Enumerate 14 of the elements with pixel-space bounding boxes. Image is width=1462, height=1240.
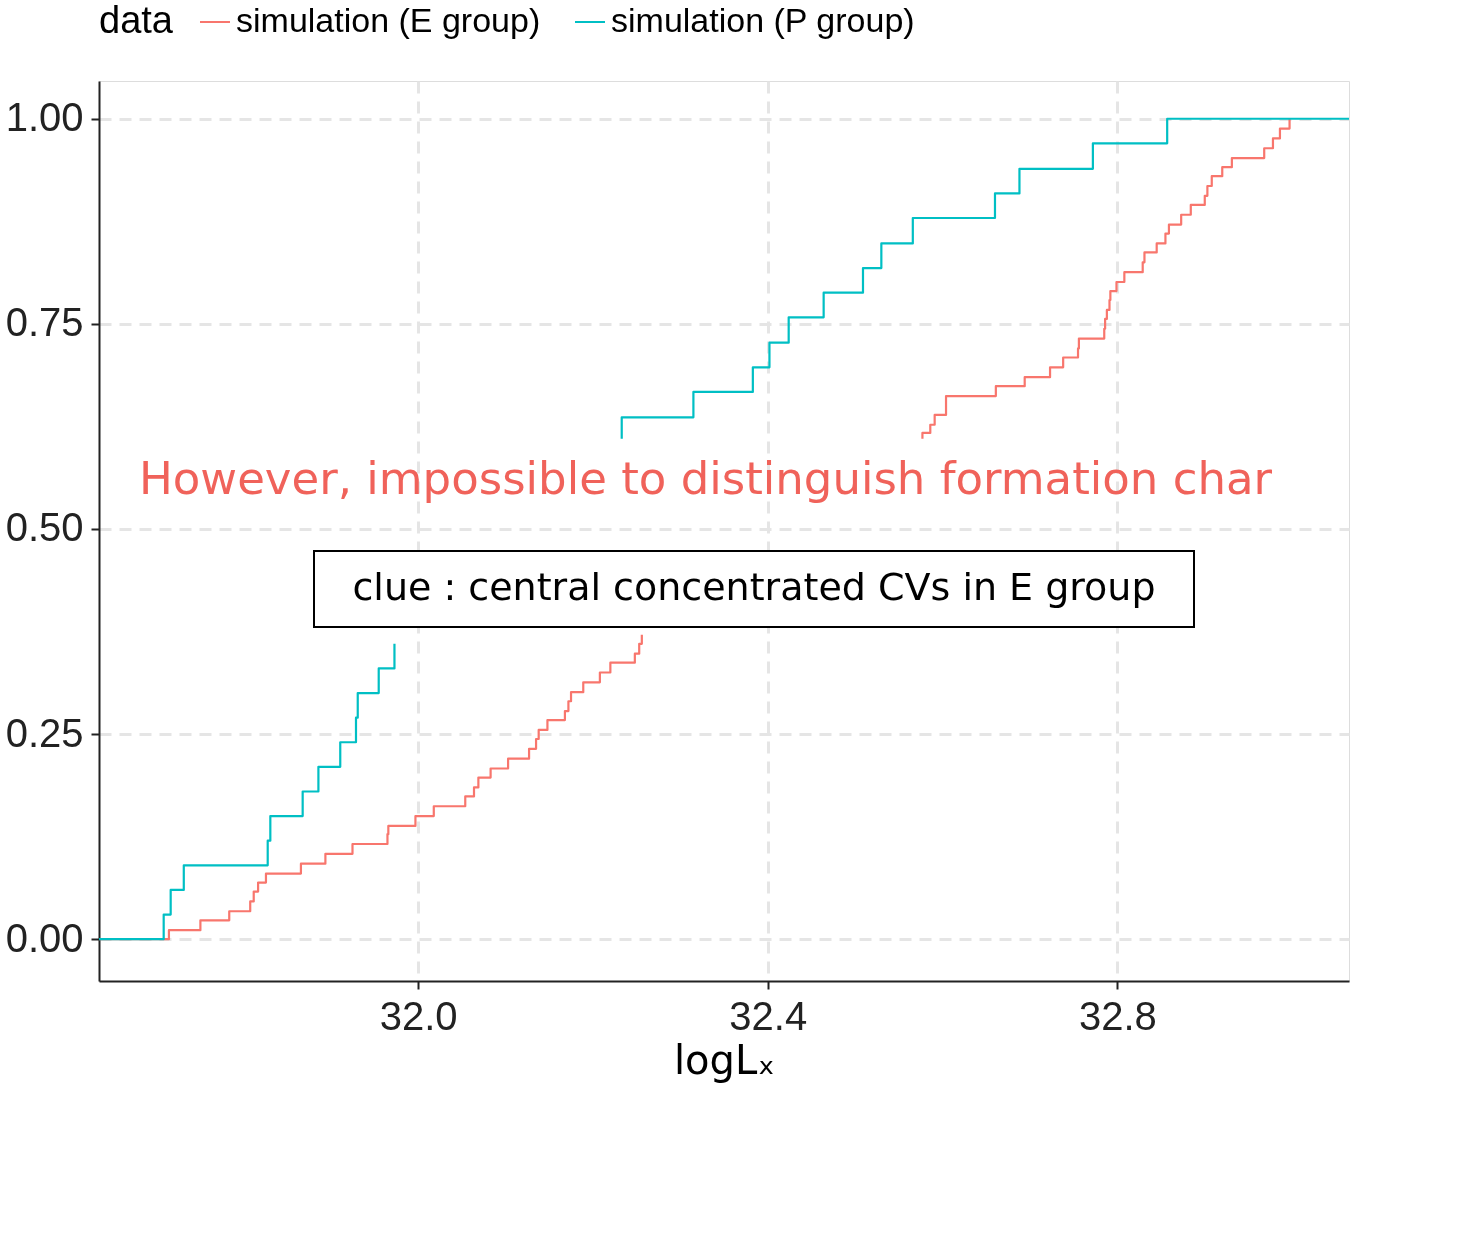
annotation: However, impossible to distinguish formation char [139, 452, 1273, 505]
legend-title: data [99, 0, 174, 41]
x-axis-title: logLₓ [673, 1036, 776, 1083]
annotation: clue : central concentrated CVs in E group [352, 565, 1156, 609]
y-tick-label: 0.00 [5, 915, 84, 960]
y-tick-label: 0.50 [5, 505, 84, 550]
y-tick-label: 1.00 [5, 95, 84, 140]
y-tick-label: 0.75 [5, 300, 84, 345]
x-tick-label: 32.0 [379, 993, 458, 1038]
legend-label: simulation (P group) [611, 1, 915, 39]
legend-label: simulation (E group) [236, 1, 541, 39]
y-tick-label: 0.25 [5, 710, 84, 755]
x-tick-label: 32.8 [1078, 993, 1157, 1038]
x-tick-label: 32.4 [729, 993, 808, 1038]
